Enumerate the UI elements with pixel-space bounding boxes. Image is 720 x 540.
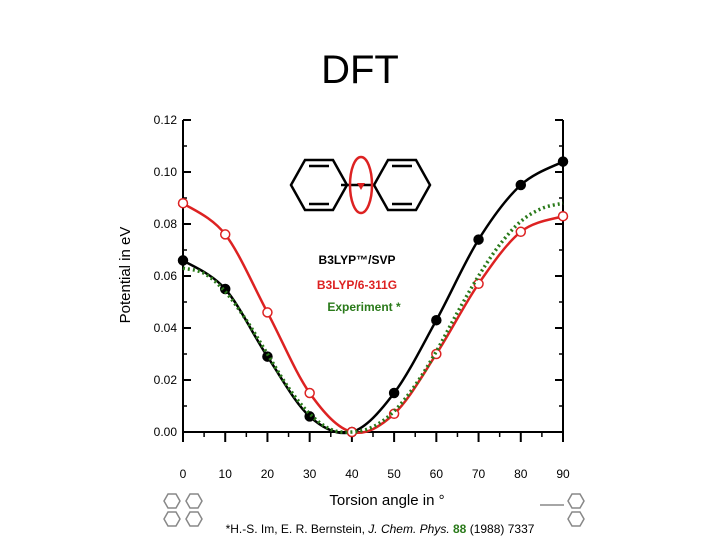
molecule-thumbnail-right-icon	[540, 493, 585, 527]
x-tick-label: 80	[514, 467, 528, 481]
y-tick-label: 0.10	[154, 165, 178, 179]
x-tick-label: 40	[345, 467, 359, 481]
molecule-thumbnail-left-icon	[163, 493, 203, 527]
citation: *H.-S. Im, E. R. Bernstein, J. Chem. Phy…	[226, 522, 535, 536]
torsion-arrow-icon	[348, 155, 374, 215]
x-tick-label: 10	[219, 467, 233, 481]
biphenyl-molecule-icon	[289, 158, 432, 212]
legend-entry-b3lyp-6-311g: B3LYP/6-311G	[317, 278, 397, 292]
plot-area: 0.00 0.02 0.04 0.06 0.08 0.10 0.12 0 10 20 30 40 50 6…	[154, 113, 570, 481]
series-line-experiment	[182, 201, 564, 434]
citation-journal: J. Chem. Phys.	[367, 522, 449, 536]
data-point-b3lyp-svp	[304, 411, 315, 422]
series-line-b3lyp-6-311g	[182, 202, 564, 434]
data-point-b3lyp-6-311g	[515, 226, 527, 238]
x-tick-label: 0	[180, 467, 187, 481]
y-tick-label: 0.02	[154, 373, 178, 387]
chart-title: DFT	[321, 48, 399, 92]
data-point-b3lyp-svp	[431, 314, 442, 326]
citation-prefix: *H.-S. Im, E. R. Bernstein,	[226, 522, 369, 536]
x-axis-label: Torsion angle in °	[329, 492, 444, 509]
legend-entry-experiment: Experiment *	[327, 300, 401, 314]
legend-entry-b3lyp-svp: B3LYP™/SVP	[319, 253, 396, 267]
citation-volume: 88	[453, 522, 467, 536]
data-point-b3lyp-svp	[515, 179, 527, 191]
citation-suffix: (1988) 7337	[466, 522, 534, 536]
data-point-b3lyp-svp	[557, 156, 569, 167]
data-point-b3lyp-6-311g	[557, 210, 569, 222]
data-point-b3lyp-6-311g	[219, 229, 231, 240]
data-point-b3lyp-6-311g	[262, 307, 273, 318]
data-point-b3lyp-svp	[177, 255, 189, 266]
y-tick-label: 0.12	[154, 113, 178, 127]
y-tick-label: 0.00	[154, 425, 178, 439]
series-line-b3lyp-svp	[182, 160, 564, 435]
x-tick-label: 30	[303, 467, 317, 481]
legend: B3LYP™/SVP B3LYP/6-311G Experiment *	[317, 253, 401, 314]
x-tick-label: 20	[261, 467, 275, 481]
x-tick-label: 90	[556, 467, 570, 481]
x-tick-label: 70	[472, 467, 486, 481]
y-tick-label: 0.04	[154, 321, 178, 335]
y-axis-label: Potential in eV	[117, 227, 134, 324]
x-tick-label: 50	[387, 467, 401, 481]
y-tick-label: 0.08	[154, 217, 178, 231]
x-tick-label: 60	[430, 467, 444, 481]
data-point-b3lyp-6-311g	[304, 387, 315, 399]
data-point-b3lyp-svp	[388, 387, 400, 399]
data-point-b3lyp-svp	[473, 234, 484, 245]
y-tick-label: 0.06	[154, 269, 178, 283]
data-point-b3lyp-6-311g	[177, 197, 189, 209]
